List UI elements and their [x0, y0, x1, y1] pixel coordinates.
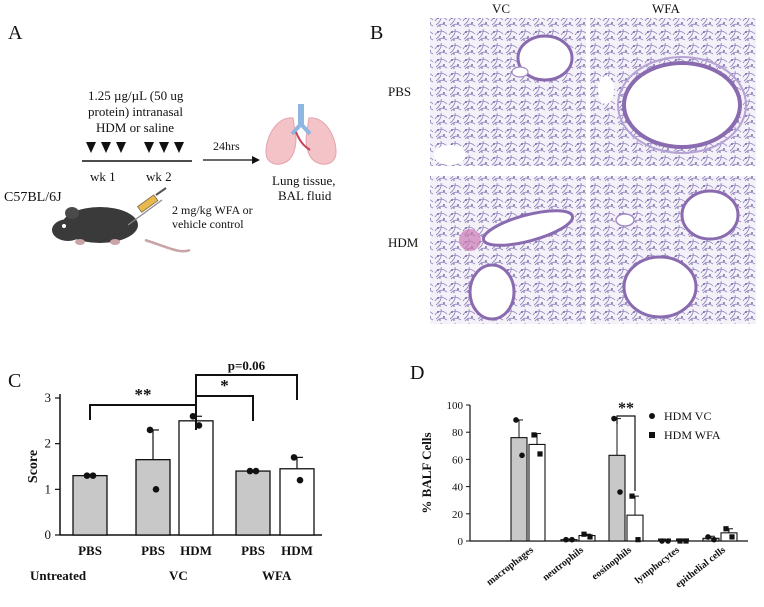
endpoint-line1: Lung tissue,: [272, 173, 336, 188]
d-legend-marker-1: [649, 432, 655, 438]
c-bar-1: [135, 458, 171, 536]
c-tick-label-0: PBS: [78, 543, 102, 558]
d-point-0-0-0: [513, 417, 519, 423]
d-point-1-1-1: [587, 534, 593, 540]
dose-markers: [86, 142, 184, 153]
strain-label: C57BL/6J: [4, 190, 62, 205]
d-ytick-label-1: 20: [452, 509, 464, 521]
d-point-2-0-0: [611, 415, 617, 422]
c-point-2-1: [195, 422, 203, 429]
mouse-icon: [52, 207, 191, 253]
c-point-3-0: [246, 467, 254, 475]
c-point-1-1: [152, 486, 160, 493]
c-tick-label-2: HDM: [180, 543, 212, 558]
d-point-1-0-0: [563, 536, 569, 543]
c-sig-bracket-2: [195, 374, 298, 410]
d-ytick-label-4: 80: [452, 427, 464, 439]
c-bar-0: [72, 474, 108, 536]
d-bar-2-0: [608, 454, 626, 542]
c-tick-label-3: PBS: [241, 543, 265, 558]
d-point-3-1-0: [677, 538, 683, 544]
dose-text-line2: protein) intranasal: [88, 104, 183, 119]
panel-a-letter: A: [8, 22, 23, 44]
c-ytick-label-3: 3: [45, 390, 52, 405]
arrow-icon: [203, 156, 260, 164]
week1-label: wk 1: [90, 169, 116, 184]
c-point-4-1: [296, 476, 304, 484]
d-tick-label-0: macrophages: [485, 545, 536, 589]
d-point-4-0-0: [705, 534, 711, 540]
treatment-line1: 2 mg/kg WFA or: [172, 203, 253, 217]
d-point-4-1-1: [729, 534, 735, 540]
c-sig-label-1: *: [220, 376, 229, 395]
dose-text-line1: 1.25 µg/µL (50 ug: [88, 88, 184, 103]
col-label-vc: VC: [492, 1, 511, 16]
dose-text-line3: HDM or saline: [96, 120, 174, 135]
c-sig-label-2: p=0.06: [228, 358, 266, 373]
micrograph-vc-hdm: [430, 176, 586, 324]
c-sig-label-0: **: [135, 385, 152, 404]
group-wfa: WFA: [262, 568, 292, 583]
d-point-4-1-0: [723, 526, 729, 532]
micrograph-vc-pbs: [430, 18, 586, 166]
d-point-0-1-0: [531, 432, 537, 438]
col-label-wfa: WFA: [652, 1, 680, 16]
d-legend-label-0: HDM VC: [664, 409, 711, 423]
d-point-2-1-0: [629, 493, 635, 499]
week2-label: wk 2: [146, 169, 172, 184]
d-tick-label-2: eosinophils: [590, 545, 634, 583]
c-point-4-0: [290, 454, 298, 461]
d-sig-bracket-0: [616, 415, 636, 491]
d-point-0-0-1: [519, 452, 525, 459]
c-ytick-label-0: 0: [45, 527, 52, 542]
c-point-2-0: [189, 412, 197, 420]
c-point-1-0: [146, 426, 154, 434]
panel-c-letter: C: [8, 370, 22, 392]
c-point-0-1: [89, 472, 97, 479]
d-point-2-1-1: [635, 537, 641, 543]
c-point-0-0: [83, 472, 91, 479]
d-tick-label-4: epithelial cells: [674, 545, 728, 591]
micrograph-wfa-pbs: [590, 18, 756, 166]
d-point-1-0-1: [569, 536, 575, 543]
c-ytick-label-2: 2: [45, 436, 52, 451]
treatment-line2: vehicle control: [172, 217, 244, 231]
d-ylabel: % BALF Cells: [419, 432, 434, 513]
d-ytick-label-2: 40: [452, 482, 464, 494]
d-legend-label-1: HDM WFA: [664, 428, 721, 442]
d-point-0-1-1: [537, 451, 543, 457]
c-ytick-label-1: 1: [45, 481, 52, 496]
c-tick-label-1: PBS: [141, 543, 165, 558]
d-point-1-1-0: [581, 531, 587, 537]
d-tick-label-1: neutrophils: [541, 545, 586, 584]
d-ytick-label-0: 0: [458, 536, 464, 548]
lungs-icon: [265, 104, 337, 165]
c-point-3-1: [252, 467, 260, 475]
d-point-2-0-1: [617, 489, 623, 495]
c-bar-2: [178, 420, 214, 536]
micrograph-wfa-hdm: [590, 176, 756, 324]
panel-b-letter: B: [370, 22, 384, 44]
endpoint-line2: BAL fluid: [278, 188, 332, 203]
c-ylabel: Score: [26, 450, 41, 483]
d-bar-0-1: [528, 443, 546, 542]
d-point-4-0-1: [711, 536, 717, 543]
d-ytick-label-5: 100: [447, 400, 464, 412]
d-legend-marker-0: [649, 413, 655, 419]
group-untreated: Untreated: [30, 568, 87, 583]
syringe-icon: [127, 187, 167, 226]
group-vc: VC: [169, 568, 188, 583]
d-bar-0-0: [510, 437, 528, 542]
panel-d-letter: D: [410, 362, 425, 384]
interval-label: 24hrs: [213, 139, 240, 153]
d-sig-label-0: **: [618, 400, 634, 417]
c-tick-label-4: HDM: [281, 543, 313, 558]
d-ytick-label-3: 60: [452, 454, 464, 466]
row-label-hdm: HDM: [388, 235, 419, 250]
row-label-pbs: PBS: [388, 84, 412, 99]
